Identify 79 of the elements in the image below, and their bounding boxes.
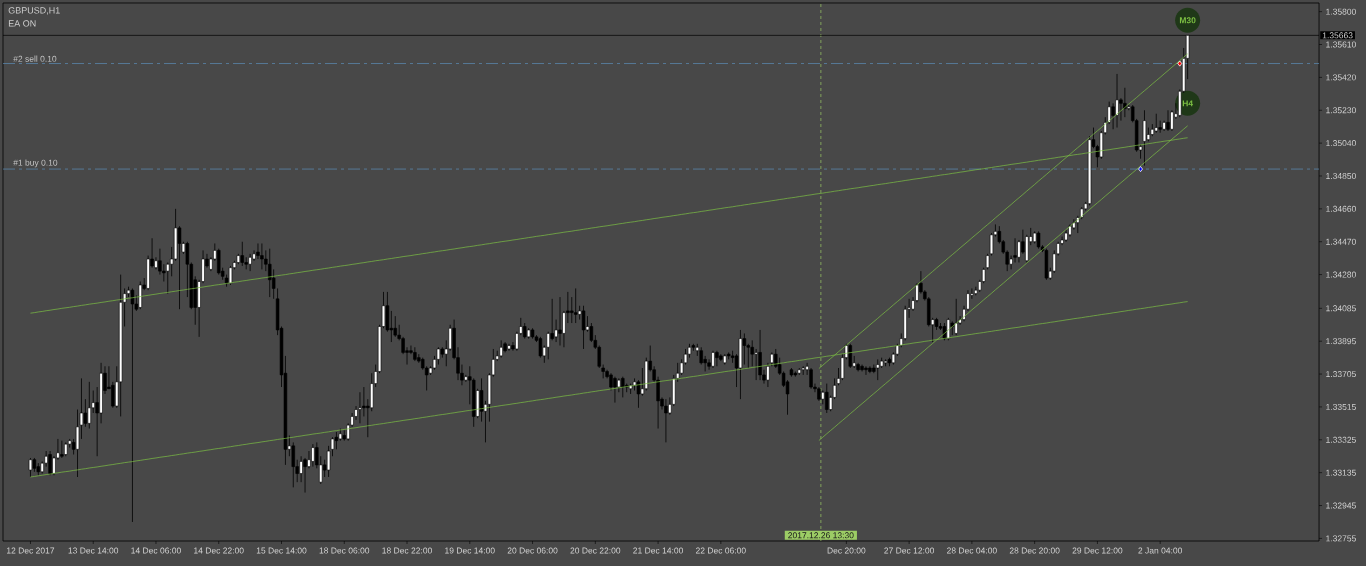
candlestick — [558, 296, 562, 346]
candlestick — [60, 440, 64, 459]
candlestick — [138, 281, 143, 310]
candlestick — [248, 253, 252, 272]
text: EA ON — [8, 20, 36, 27]
candlestick — [1166, 109, 1170, 132]
candlestick — [240, 241, 244, 267]
candlestick — [83, 398, 88, 428]
x-tick-label: 28 Dec 04:00 — [947, 547, 997, 554]
y-tick-label: 1.32755 — [1326, 535, 1356, 542]
y-tick-label: 1.33325 — [1326, 436, 1356, 443]
x-tick-label: 20 Dec 06:00 — [507, 547, 558, 554]
candlestick — [413, 346, 417, 362]
candlestick — [260, 243, 264, 270]
candlestick — [613, 376, 617, 404]
candlestick — [758, 329, 762, 381]
x-tick-label: 14 Dec 22:00 — [194, 547, 244, 554]
y-tick-label: 1.35040 — [1326, 140, 1356, 147]
x-tick-label: 15 Dec 14:00 — [256, 547, 307, 554]
y-tick-label: 1.33895 — [1326, 338, 1356, 345]
candlestick — [1115, 73, 1119, 128]
x-tick-label: 21 Dec 14:00 — [633, 547, 684, 554]
y-tick-label: 1.34470 — [1326, 238, 1356, 245]
x-tick-label: 19 Dec 14:00 — [445, 547, 495, 554]
annotation: H4 — [1182, 100, 1194, 107]
candlestick — [303, 457, 307, 493]
y-tick-label: 1.33135 — [1326, 469, 1356, 476]
y-tick-label: 1.35800 — [1326, 8, 1356, 15]
candlestick — [876, 358, 880, 381]
y-tick-label: 1.35230 — [1326, 107, 1356, 114]
ref-line-label: #1 buy 0.10 — [13, 159, 58, 168]
y-tick-label: 1.34085 — [1326, 305, 1356, 312]
ref-line-label: #2 sell 0.10 — [13, 55, 57, 62]
candlestick — [268, 248, 272, 298]
candlestick — [573, 288, 578, 324]
x-tick-label: 20 Dec 22:00 — [570, 547, 621, 554]
y-tick-label: 1.32945 — [1326, 502, 1356, 509]
y-tick-label: 1.35610 — [1326, 41, 1356, 48]
candlestick — [546, 331, 550, 360]
candlestick — [754, 348, 758, 381]
annotation: M30 — [1179, 17, 1196, 24]
x-tick-label: 12 Dec 2017 — [7, 547, 55, 554]
candlestick — [825, 383, 829, 414]
candlestick — [393, 315, 397, 338]
candlestick — [87, 381, 92, 429]
x-tick-label: 28 Dec 20:00 — [1009, 547, 1060, 554]
x-tick-label: 22 Dec 06:00 — [695, 547, 746, 554]
x-tick-label: 29 Dec 12:00 — [1072, 547, 1123, 554]
y-tick-label: 1.34660 — [1326, 205, 1356, 212]
candlestick — [954, 298, 958, 336]
candlestick — [809, 367, 813, 390]
y-tick-label: 1.34850 — [1326, 172, 1356, 179]
y-tick-label: 1.33515 — [1326, 403, 1356, 410]
x-tick-label: 18 Dec 22:00 — [382, 547, 432, 554]
x-tick-label: 2 Jan 04:00 — [1138, 547, 1183, 554]
y-tick-label: 1.34280 — [1326, 271, 1356, 278]
x-tick-label: 13 Dec 14:00 — [68, 547, 119, 554]
x-tick-label: 14 Dec 06:00 — [131, 547, 181, 554]
candlestick — [1158, 120, 1162, 134]
candlestick — [715, 350, 719, 367]
candlestick — [358, 391, 362, 424]
annotation: 2017.12.26 13:30 — [788, 532, 854, 539]
y-tick-label: 1.33705 — [1326, 371, 1356, 378]
candlestick — [664, 398, 668, 443]
candlestick — [1111, 102, 1115, 130]
candlestick — [742, 333, 747, 365]
x-tick-label: 27 Dec 12:00 — [884, 547, 935, 554]
candlestick — [848, 343, 852, 369]
x-tick-label: Dec 20:00 — [827, 547, 866, 554]
candlestick — [766, 362, 770, 388]
y-tick-label: 1.35420 — [1326, 74, 1356, 81]
candlestick — [864, 365, 868, 376]
candlestick — [1154, 113, 1158, 134]
x-tick-label: 18 Dec 06:00 — [319, 547, 370, 554]
candlestick — [48, 450, 52, 476]
candlestick — [621, 376, 625, 398]
ref-line-label: 1.35663 — [1322, 32, 1353, 39]
chart-title: GBPUSD,H1 — [8, 7, 60, 15]
candlestick — [311, 443, 315, 468]
